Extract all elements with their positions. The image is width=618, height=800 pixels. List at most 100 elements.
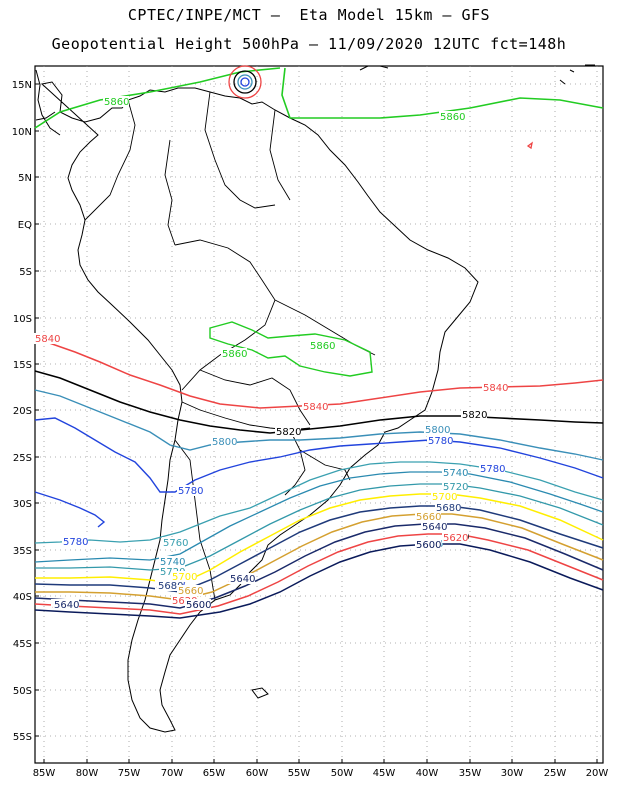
contour-label-5800: 5800: [425, 425, 450, 436]
contour-label-5600: 5600: [416, 540, 441, 551]
contour-line-5620: [34, 533, 604, 615]
contour-label-5620: 5620: [443, 533, 468, 544]
lat-label: 10S: [13, 314, 32, 325]
lat-label: 5S: [19, 267, 32, 278]
contour-label-bg: [435, 502, 461, 513]
lon-label: 70W: [161, 768, 184, 779]
contour-label-bg: [427, 435, 453, 446]
low-center-ring: [233, 70, 257, 94]
contour-label-bg: [177, 485, 203, 496]
lon-label: 45W: [373, 768, 396, 779]
lon-label: 35W: [459, 768, 482, 779]
contour-label-5840: 5840: [483, 383, 508, 394]
contour-label-5700: 5700: [172, 572, 197, 583]
contour-label-bg: [62, 536, 88, 547]
contour-label-5800: 5800: [212, 437, 237, 448]
contour-label-5640: 5640: [54, 600, 79, 611]
contour-label-5700: 5700: [432, 492, 457, 503]
contour-line-5680: [34, 505, 604, 593]
islands-caribbean: [359, 64, 595, 85]
lon-label: 65W: [203, 768, 226, 779]
lon-label: 20W: [586, 768, 609, 779]
contour-label-5600: 5600: [186, 600, 211, 611]
contour-layer: 5860586058605860584058405840584058405820…: [34, 65, 604, 619]
contour-label-bg: [159, 556, 185, 567]
falklands: [251, 687, 269, 699]
low-center-ring: [228, 65, 262, 99]
contour-label-bg: [442, 481, 468, 492]
contour-label-bg: [424, 424, 450, 435]
pantanal-region: [209, 321, 373, 377]
contour-label-5740: 5740: [443, 468, 468, 479]
contour-label-bg: [442, 467, 468, 478]
lon-label: 30W: [501, 768, 524, 779]
contour-label-bg: [34, 333, 60, 344]
central-america: [35, 69, 61, 136]
contour-line-5640: [34, 523, 604, 609]
contour-label-5720: 5720: [443, 482, 468, 493]
lon-label: 40W: [416, 768, 439, 779]
contour-label-5780: 5780: [428, 436, 453, 447]
contour-label-bg: [157, 580, 183, 591]
contour-label-bg: [185, 599, 211, 610]
contour-label-5760: 5760: [163, 538, 188, 549]
lat-label: 15N: [12, 80, 32, 91]
lat-label: 10N: [12, 127, 32, 138]
contour-label-5840: 5840: [303, 402, 328, 413]
contour-label-5860: 5860: [440, 112, 465, 123]
contour-label-5680: 5680: [158, 581, 183, 592]
contour-label-5640: 5640: [230, 574, 255, 585]
lat-label: 20S: [13, 406, 32, 417]
map-frame: [34, 65, 604, 764]
lat-label: 45S: [13, 639, 32, 650]
coastline-layer: [35, 64, 595, 733]
contour-label-bg: [415, 511, 441, 522]
contour-label-5780: 5780: [480, 464, 505, 475]
contour-label-bg: [461, 409, 487, 420]
contour-label-5820: 5820: [462, 410, 487, 421]
lat-label: 30S: [13, 499, 32, 510]
contour-label-bg: [177, 585, 203, 596]
contour-label-5860: 5860: [104, 97, 129, 108]
contour-label-bg: [229, 573, 255, 584]
contour-label-5860: 5860: [310, 341, 335, 352]
lon-label: 60W: [246, 768, 269, 779]
contour-label-5680: 5680: [436, 503, 461, 514]
lat-label: 15S: [13, 360, 32, 371]
contour-label-5840: 5840: [35, 334, 60, 345]
low-center-ring: [240, 77, 250, 87]
lon-label: 80W: [76, 768, 99, 779]
contour-label-bg: [302, 401, 328, 412]
contour-label-5740: 5740: [160, 557, 185, 568]
chart-title-line1: CPTEC/INPE/MCT – Eta Model 15km – GFS: [127, 6, 491, 24]
contour-label-bg: [275, 426, 301, 437]
contour-label-bg: [421, 521, 447, 532]
contour-label-bg: [479, 463, 505, 474]
contour-label-bg: [171, 595, 197, 606]
lat-label: EQ: [18, 220, 32, 231]
contour-line-5780: [34, 417, 604, 493]
contour-label-5780: 5780: [178, 486, 203, 497]
contour-label-bg: [431, 491, 457, 502]
contour-line-5600: [34, 543, 604, 619]
contour-label-bg: [442, 532, 468, 543]
coastline-south-america: [40, 81, 479, 733]
lat-label: 55S: [13, 732, 32, 743]
lat-label: 5N: [18, 173, 32, 184]
contour-label-5860: 5860: [222, 349, 247, 360]
contour-label-bg: [309, 340, 335, 351]
lon-label: 85W: [33, 768, 56, 779]
low-center-ring: [237, 74, 253, 90]
chart-title-line2: Geopotential Height 500hPa – 11/09/2020 …: [51, 35, 567, 53]
contour-label-5660: 5660: [178, 586, 203, 597]
lon-label: 75W: [118, 768, 141, 779]
contour-label-bg: [103, 96, 129, 107]
lon-label: 55W: [288, 768, 311, 779]
lat-label: 40S: [13, 592, 32, 603]
contour-label-bg: [171, 571, 197, 582]
contour-label-bg: [221, 348, 247, 359]
contour-label-bg: [162, 537, 188, 548]
lat-label: 25S: [13, 453, 32, 464]
lon-label: 50W: [331, 768, 354, 779]
